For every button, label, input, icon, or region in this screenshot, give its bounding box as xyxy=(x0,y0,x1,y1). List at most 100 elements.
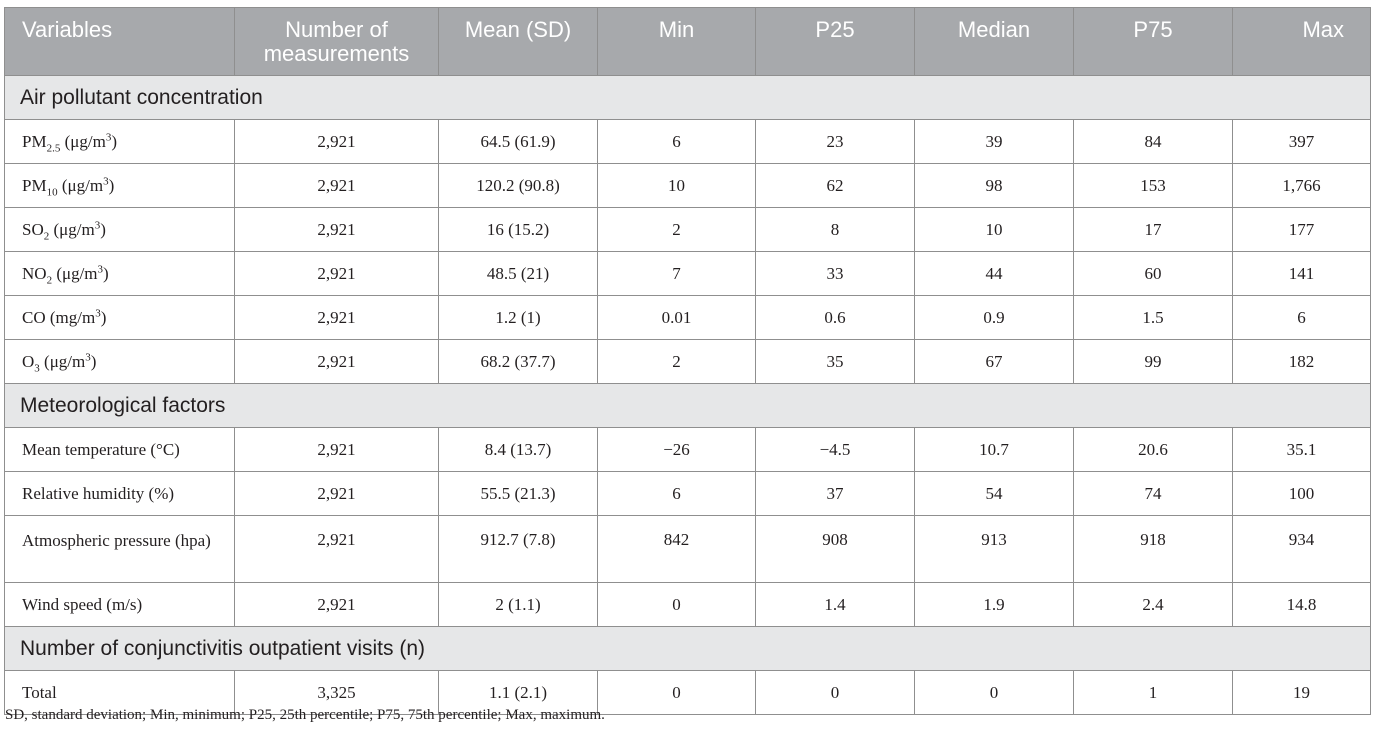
p25-cell: 0 xyxy=(755,670,915,715)
max-cell: 100 xyxy=(1232,471,1371,516)
median-cell: 0.9 xyxy=(914,295,1074,340)
table-footnote: SD, standard deviation; Min, minimum; P2… xyxy=(5,707,605,723)
variable-cell: Atmospheric pressure (hpa) xyxy=(4,515,235,583)
measurements-cell: 2,921 xyxy=(234,515,439,583)
header-max: Max xyxy=(1232,7,1371,76)
variable-cell: PM10 (μg/m3) xyxy=(4,163,235,208)
median-cell: 54 xyxy=(914,471,1074,516)
min-cell: 6 xyxy=(597,471,756,516)
table-row: PM2.5 (μg/m3) 2,921 64.5 (61.9) 6 23 39 84 397 xyxy=(4,119,1371,164)
mean-sd-cell: 120.2 (90.8) xyxy=(438,163,598,208)
mean-sd-cell: 912.7 (7.8) xyxy=(438,515,598,583)
mean-sd-cell: 64.5 (61.9) xyxy=(438,119,598,164)
mean-sd-cell: 1.1 (2.1) xyxy=(438,670,598,715)
header-p25: P25 xyxy=(755,7,915,76)
min-cell: 0 xyxy=(597,582,756,627)
p25-cell: −4.5 xyxy=(755,427,915,472)
variable-unit-close: ) xyxy=(108,176,115,195)
variable-label: NO xyxy=(22,264,47,283)
variable-label: Wind speed (m/s) xyxy=(22,595,143,614)
min-cell: 7 xyxy=(597,251,756,296)
mean-sd-cell: 16 (15.2) xyxy=(438,207,598,252)
measurements-cell: 2,921 xyxy=(234,427,439,472)
variable-label: PM xyxy=(22,176,47,195)
header-min: Min xyxy=(597,7,756,76)
p25-cell: 8 xyxy=(755,207,915,252)
variable-unit: (μg/m xyxy=(39,352,86,371)
p25-cell: 33 xyxy=(755,251,915,296)
p75-cell: 84 xyxy=(1073,119,1233,164)
mean-sd-cell: 8.4 (13.7) xyxy=(438,427,598,472)
max-cell: 397 xyxy=(1232,119,1371,164)
variable-superscript: 3 xyxy=(95,307,101,320)
section-title: Number of conjunctivitis outpatient visi… xyxy=(4,626,1371,671)
table-row: Atmospheric pressure (hpa) 2,921 912.7 (7.… xyxy=(4,515,1371,583)
min-cell: 6 xyxy=(597,119,756,164)
measurements-cell: 2,921 xyxy=(234,471,439,516)
mean-sd-cell: 55.5 (21.3) xyxy=(438,471,598,516)
mean-sd-cell: 2 (1.1) xyxy=(438,582,598,627)
p75-cell: 74 xyxy=(1073,471,1233,516)
max-cell: 19 xyxy=(1232,670,1371,715)
variable-cell: SO2 (μg/m3) xyxy=(4,207,235,252)
p75-cell: 60 xyxy=(1073,251,1233,296)
min-cell: 2 xyxy=(597,207,756,252)
measurements-cell: 2,921 xyxy=(234,582,439,627)
measurements-cell: 2,921 xyxy=(234,119,439,164)
variable-unit: (μg/m xyxy=(57,176,104,195)
max-cell: 182 xyxy=(1232,339,1371,384)
table-row: O3 (μg/m3) 2,921 68.2 (37.7) 2 35 67 99 182 xyxy=(4,339,1371,384)
measurements-cell: 2,921 xyxy=(234,339,439,384)
variable-cell: NO2 (μg/m3) xyxy=(4,251,235,296)
max-cell: 141 xyxy=(1232,251,1371,296)
header-mean-sd: Mean (SD) xyxy=(438,7,598,76)
p75-cell: 153 xyxy=(1073,163,1233,208)
header-number-of-measurements: Number of measurements xyxy=(234,7,439,76)
section-row: Number of conjunctivitis outpatient visi… xyxy=(4,626,1371,671)
median-cell: 913 xyxy=(914,515,1074,583)
p25-cell: 62 xyxy=(755,163,915,208)
min-cell: 842 xyxy=(597,515,756,583)
summary-statistics-table: Variables Number of measurements Mean (S… xyxy=(4,7,1371,715)
variable-label: PM xyxy=(22,132,47,151)
variable-unit-close: ) xyxy=(103,264,109,283)
variable-subscript: 2.5 xyxy=(46,142,61,155)
median-cell: 67 xyxy=(914,339,1074,384)
max-cell: 6 xyxy=(1232,295,1371,340)
p25-cell: 23 xyxy=(755,119,915,164)
variable-unit-close: ) xyxy=(100,220,106,239)
median-cell: 98 xyxy=(914,163,1074,208)
variable-unit-close: ) xyxy=(100,308,107,327)
max-cell: 14.8 xyxy=(1232,582,1371,627)
table-row: Mean temperature (°C) 2,921 8.4 (13.7) −26−… xyxy=(4,427,1371,472)
measurements-cell: 2,921 xyxy=(234,295,439,340)
variable-superscript: 3 xyxy=(103,175,109,188)
table-row: Total 3,325 1.1 (2.1) 0 0 0 1 19 xyxy=(4,670,1371,715)
variable-cell: Wind speed (m/s) xyxy=(4,582,235,627)
min-cell: 2 xyxy=(597,339,756,384)
variable-unit: (mg/m xyxy=(45,308,96,327)
max-cell: 35.1 xyxy=(1232,427,1371,472)
variable-superscript: 3 xyxy=(85,351,91,364)
median-cell: 39 xyxy=(914,119,1074,164)
min-cell: −26 xyxy=(597,427,756,472)
table-row: SO2 (μg/m3) 2,921 16 (15.2) 2 8 10 17 177 xyxy=(4,207,1371,252)
variable-label: Total xyxy=(22,683,57,702)
variable-cell: Mean temperature (°C) xyxy=(4,427,235,472)
section-title: Meteorological factors xyxy=(4,383,1371,428)
median-cell: 1.9 xyxy=(914,582,1074,627)
variable-cell: CO (mg/m3) xyxy=(4,295,235,340)
variable-label: O xyxy=(22,352,35,371)
min-cell: 10 xyxy=(597,163,756,208)
variable-superscript: 3 xyxy=(105,131,112,144)
max-cell: 934 xyxy=(1232,515,1371,583)
header-median: Median xyxy=(914,7,1074,76)
variable-unit-close: ) xyxy=(90,352,97,371)
median-cell: 10 xyxy=(914,207,1074,252)
variable-cell: Relative humidity (%) xyxy=(4,471,235,516)
p25-cell: 1.4 xyxy=(755,582,915,627)
p25-cell: 35 xyxy=(755,339,915,384)
variable-superscript: 3 xyxy=(97,263,104,276)
median-cell: 0 xyxy=(914,670,1074,715)
table-row: PM10 (μg/m3) 2,921 120.2 (90.8) 10 62 98 153 1,… xyxy=(4,163,1371,208)
